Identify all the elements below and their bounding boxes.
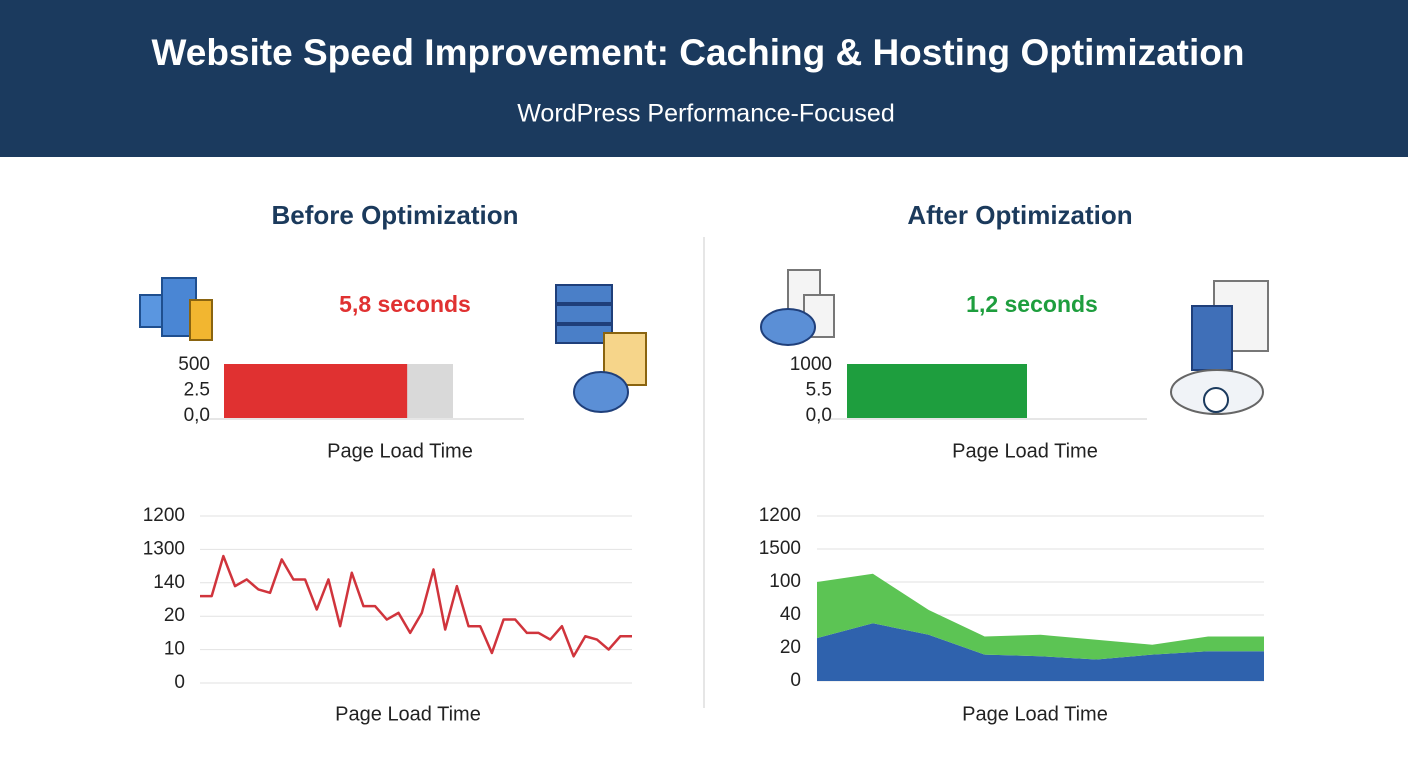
y-tick-label: 1300 [143, 538, 185, 559]
y-tick-label: 5.5 [806, 380, 832, 401]
x-axis-label: Page Load Time [335, 703, 481, 725]
y-tick-label: 0,0 [184, 405, 210, 426]
y-tick-label: 100 [769, 571, 801, 592]
y-tick-label: 0,0 [806, 405, 832, 426]
area [817, 573, 1264, 660]
y-tick-label: 1200 [759, 505, 801, 526]
y-tick-label: 500 [178, 354, 210, 375]
bar [224, 364, 408, 418]
y-tick-label: 2.5 [184, 380, 210, 401]
value-label: 5,8 seconds [339, 291, 471, 317]
x-axis-label: Page Load Time [962, 703, 1108, 725]
panel-title: Before Optimization [271, 200, 518, 230]
bar [847, 364, 1027, 418]
area [817, 623, 1264, 681]
y-tick-label: 140 [153, 572, 185, 593]
y-tick-label: 0 [174, 672, 185, 693]
y-tick-label: 1500 [759, 538, 801, 559]
y-tick-label: 20 [780, 637, 801, 658]
y-tick-label: 20 [164, 605, 185, 626]
y-tick-label: 10 [164, 639, 185, 660]
panel-title: After Optimization [907, 200, 1132, 230]
x-axis-label: Page Load Time [952, 440, 1098, 462]
line [200, 554, 632, 658]
icon-documents [760, 269, 835, 346]
page-subtitle: WordPress Performance-Focused [517, 100, 894, 128]
y-tick-label: 1000 [790, 354, 832, 375]
icon-server-stack [555, 284, 647, 413]
x-axis-label: Page Load Time [327, 440, 473, 462]
y-tick-label: 1200 [143, 505, 185, 526]
icon-cloud-server [1170, 280, 1269, 415]
y-tick-label: 0 [790, 670, 801, 691]
icon-buildings [139, 277, 213, 341]
header-band [0, 0, 1408, 157]
value-label: 1,2 seconds [966, 291, 1098, 317]
page-title: Website Speed Improvement: Caching & Hos… [152, 32, 1245, 73]
y-tick-label: 40 [780, 604, 801, 625]
